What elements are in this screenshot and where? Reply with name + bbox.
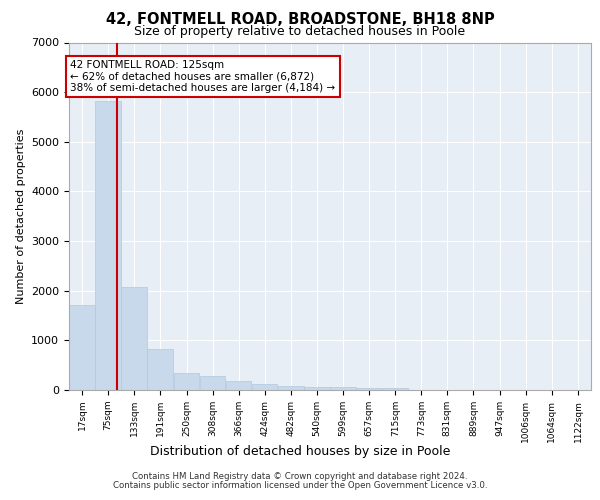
Bar [148, 350, 173, 390]
Bar [304, 386, 330, 390]
Bar [226, 381, 251, 390]
Bar [331, 388, 356, 390]
Text: 42, FONTMELL ROAD, BROADSTONE, BH18 8NP: 42, FONTMELL ROAD, BROADSTONE, BH18 8NP [106, 12, 494, 28]
Bar [252, 384, 277, 390]
Text: Contains public sector information licensed under the Open Government Licence v3: Contains public sector information licen… [113, 481, 487, 490]
Y-axis label: Number of detached properties: Number of detached properties [16, 128, 26, 304]
Bar [69, 304, 95, 390]
Text: 42 FONTMELL ROAD: 125sqm
← 62% of detached houses are smaller (6,872)
38% of sem: 42 FONTMELL ROAD: 125sqm ← 62% of detach… [70, 60, 335, 93]
Bar [174, 372, 199, 390]
Bar [278, 386, 304, 390]
Text: Contains HM Land Registry data © Crown copyright and database right 2024.: Contains HM Land Registry data © Crown c… [132, 472, 468, 481]
Text: Size of property relative to detached houses in Poole: Size of property relative to detached ho… [134, 25, 466, 38]
Bar [383, 388, 408, 390]
Text: Distribution of detached houses by size in Poole: Distribution of detached houses by size … [150, 444, 450, 458]
Bar [121, 286, 147, 390]
Bar [95, 101, 121, 390]
Bar [356, 388, 382, 390]
Bar [200, 376, 226, 390]
